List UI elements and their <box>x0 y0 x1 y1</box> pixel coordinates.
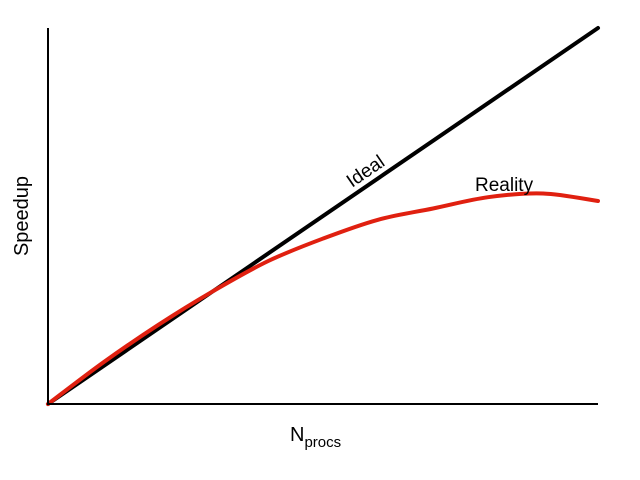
plot-lines <box>46 26 600 406</box>
series-line-reality <box>46 191 600 406</box>
series-label-reality: Reality <box>475 175 534 196</box>
series-line-ideal <box>46 26 600 406</box>
xlabel: Nprocs <box>290 424 341 451</box>
xlabel-main: N <box>290 424 304 446</box>
ylabel: Speedup <box>11 176 33 256</box>
xlabel-subscript: procs <box>304 434 341 451</box>
